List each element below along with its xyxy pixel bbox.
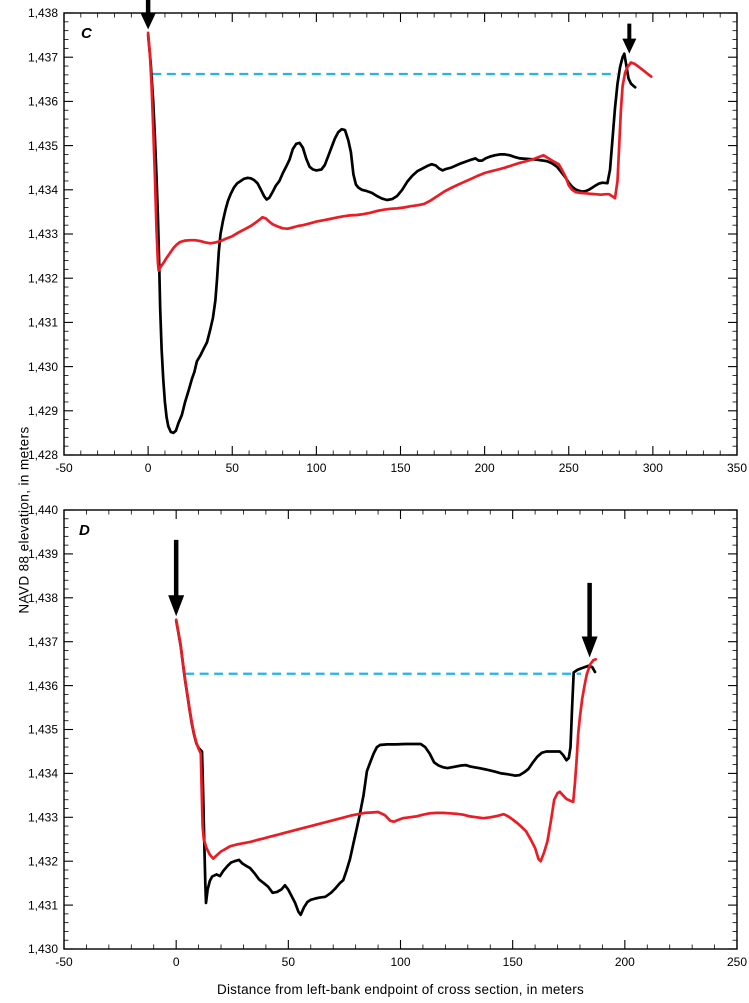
y-tick-label: 1,437 [28, 50, 58, 64]
black-profile-line [146, 33, 637, 435]
x-tick-label: 50 [226, 461, 240, 475]
x-tick-label: 200 [615, 955, 635, 969]
y-tick-label: 1,439 [28, 547, 58, 561]
x-tick-label: 0 [145, 461, 152, 475]
panel-c: -50 0 50 100 150 200 250 300 350 1,428 1,429 1,430 1… [28, 0, 747, 475]
y-tick-label: 1,430 [28, 360, 58, 374]
y-tick-label: 1,433 [28, 811, 58, 825]
x-tick-label: 100 [390, 955, 410, 969]
x-tick-label: 350 [727, 461, 747, 475]
x-tick-label: 300 [643, 461, 663, 475]
x-axis-title: Distance from left-bank endpoint of cros… [217, 982, 584, 997]
plot-border [63, 509, 738, 950]
black-profile-line [174, 619, 597, 917]
y-tick-label: 1,436 [28, 679, 58, 693]
x-tick-label: -50 [55, 955, 73, 969]
y-tick-label: 1,435 [28, 139, 58, 153]
bank-endpoint-arrow-head [140, 13, 156, 30]
y-tick-label: 1,431 [28, 898, 58, 912]
y-tick-label: 1,438 [28, 591, 58, 605]
y-tick-label: 1,432 [28, 854, 58, 868]
x-tick-label: 250 [559, 461, 579, 475]
red-profile-line [146, 31, 653, 273]
y-tick-label: 1,430 [28, 942, 58, 956]
bank-endpoint-arrow-head [581, 636, 598, 658]
y-tick-label: 1,433 [28, 227, 58, 241]
bank-endpoint-arrow-head [168, 595, 185, 617]
x-tick-label: 150 [503, 955, 523, 969]
y-tick-label: 1,435 [28, 723, 58, 737]
bank-endpoint-arrow-head [622, 38, 637, 54]
panel-letter-d: D [79, 522, 90, 539]
y-axis-title: NAVD 88 elevation, in meters [16, 426, 32, 614]
x-tick-label: 200 [475, 461, 495, 475]
x-tick-label: 250 [727, 955, 747, 969]
y-tick-label: 1,436 [28, 95, 58, 109]
panel-d: -50 0 50 100 150 200 250 1,430 1,431 1,432 1,433 1,… [28, 503, 747, 969]
x-tick-label: -50 [55, 461, 73, 475]
y-tick-label: 1,434 [28, 183, 58, 197]
y-tick-label: 1,440 [28, 503, 58, 517]
y-tick-label: 1,437 [28, 635, 58, 649]
x-tick-label: 150 [390, 461, 410, 475]
panel-letter-c: C [81, 25, 92, 42]
x-tick-label: 100 [306, 461, 326, 475]
y-tick-label: 1,431 [28, 316, 58, 330]
red-profile-line [174, 618, 598, 863]
y-tick-label: 1,434 [28, 767, 58, 781]
y-tick-label: 1,432 [28, 271, 58, 285]
x-tick-label: 0 [173, 955, 180, 969]
y-tick-label: 1,429 [28, 404, 58, 418]
y-tick-label: 1,428 [28, 448, 58, 462]
x-tick-label: 50 [282, 955, 296, 969]
y-tick-label: 1,438 [28, 6, 58, 20]
